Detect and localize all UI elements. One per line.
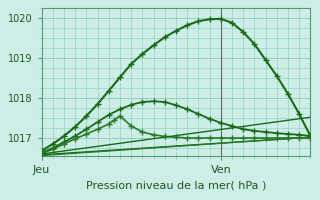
X-axis label: Pression niveau de la mer( hPa ): Pression niveau de la mer( hPa ) — [86, 181, 266, 191]
